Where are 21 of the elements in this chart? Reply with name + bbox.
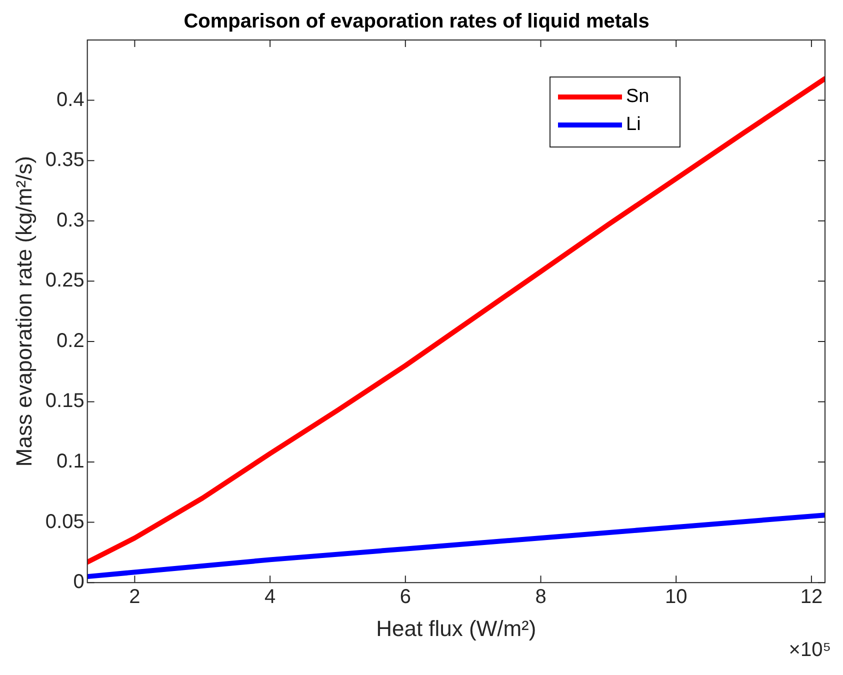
x-tick-label: 2 bbox=[129, 586, 140, 608]
x-tick-label: 12 bbox=[800, 586, 823, 608]
y-tick-label: 0.3 bbox=[56, 209, 84, 232]
x-tick-label: 6 bbox=[400, 586, 411, 608]
text: ×10⁵ bbox=[788, 639, 831, 662]
y-axis-title: Mass evaporation rate (kg/m²/s) bbox=[11, 156, 36, 467]
x-tick-label: 10 bbox=[664, 586, 688, 608]
x-tick-label: 8 bbox=[535, 586, 546, 608]
y-tick-label: 0.25 bbox=[45, 270, 84, 292]
y-tick-label: 0.35 bbox=[45, 149, 84, 172]
y-tick-label: 0.1 bbox=[56, 450, 84, 473]
x-axis-title: Heat flux (W/m²) bbox=[376, 616, 536, 641]
x-tick-label: 4 bbox=[264, 586, 276, 608]
y-tick-label: 0.2 bbox=[56, 330, 84, 352]
y-tick-label: 0 bbox=[73, 571, 84, 594]
y-tick-label: 0.4 bbox=[56, 88, 84, 111]
legend-label: Sn bbox=[626, 86, 650, 108]
legend-label: Li bbox=[626, 114, 641, 136]
y-tick-label: 0.05 bbox=[45, 510, 84, 533]
chart-title: Comparison of evaporation rates of liquid metals bbox=[184, 10, 650, 33]
y-tick-label: 0.15 bbox=[45, 390, 84, 412]
